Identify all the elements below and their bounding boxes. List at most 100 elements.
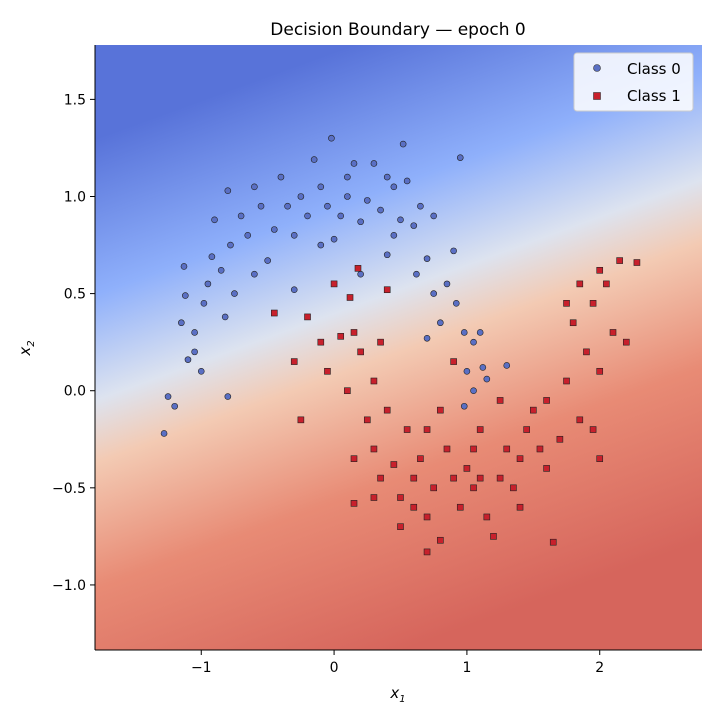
class0-point [324,202,331,210]
class1-point [330,280,338,288]
x-tick-label: 0 [330,660,339,676]
y-tick-label: 1.5 [64,92,86,108]
class0-point [443,280,451,288]
class1-point [403,426,411,433]
class1-point [397,523,404,530]
class1-point [383,406,391,414]
class0-point [277,173,285,181]
x-tick-label: 2 [595,660,604,676]
class0-point [357,218,364,226]
class1-point [470,445,477,453]
class1-point [410,474,418,482]
class1-point [596,455,604,462]
class0-point [417,202,424,210]
class1-point [450,474,457,482]
class0-point [430,290,437,297]
class1-point [350,500,358,507]
y-tick-label: 0.0 [64,384,86,400]
class1-point [589,426,597,433]
y-tick-label: 0.5 [64,287,86,303]
class1-point [596,266,604,274]
class1-point [324,367,331,375]
class0-point [191,348,198,356]
class1-point [616,257,623,264]
class1-point [609,329,617,336]
class1-point [583,348,590,356]
class0-point [399,140,407,148]
class0-point [204,280,212,288]
class0-point [171,402,178,410]
y-axis-label: x2 [16,340,37,356]
class0-point [460,402,468,410]
class1-point [363,416,371,424]
legend-marker-class0 [593,64,601,72]
class0-point [182,292,189,299]
class0-point [423,334,431,342]
class0-point [180,263,188,270]
class1-point [370,377,378,385]
class0-point [284,202,291,210]
class1-point [317,338,325,346]
class0-point [344,193,351,200]
class0-point [456,154,464,161]
class0-point [224,393,232,400]
class0-point [200,300,208,307]
class0-point [178,319,185,327]
class1-point [383,286,391,294]
class1-point [344,387,351,395]
class0-point [337,212,345,220]
class1-point [596,367,604,375]
class0-point [257,202,265,210]
class0-point [390,232,398,239]
class0-point [430,212,437,220]
class1-point [569,319,577,327]
class0-point [317,183,325,191]
class0-point [463,367,471,375]
class1-point [456,503,464,511]
class0-point [377,206,384,214]
class1-point [346,294,354,301]
class1-point [350,329,358,336]
class0-point [370,160,378,167]
decision-surface [95,45,702,650]
class0-point [310,156,318,163]
y-tick-label: −0.5 [52,481,86,497]
class0-point [231,290,238,297]
class0-point [460,329,468,336]
class1-point [603,280,610,288]
class0-point [476,329,484,336]
class1-point [503,445,511,453]
class0-point [221,313,229,321]
class0-point [251,270,258,278]
class1-point [536,445,544,453]
class1-point [633,259,641,266]
x-tick-label: −1 [191,660,212,676]
class0-point [224,187,232,194]
class1-point [350,455,358,462]
class0-point [290,232,298,239]
class0-point [271,226,278,233]
class1-point [423,426,431,433]
class1-point [377,474,384,482]
class1-point [377,338,384,346]
class1-point [563,377,570,385]
class0-point [290,286,298,294]
class1-point [483,513,491,521]
class0-point [217,266,225,274]
class1-point [523,426,530,433]
class0-point [452,300,460,307]
class0-point [330,235,338,243]
class0-point [350,160,358,167]
x-axis-label: x1 [389,684,405,705]
class1-point [549,538,557,546]
class1-point [470,484,477,492]
class1-point [543,465,550,472]
class0-point [437,319,444,327]
class1-point [563,300,570,307]
class0-point [304,212,311,220]
class1-point [370,494,378,501]
class0-point [503,362,511,369]
class1-point [370,445,378,453]
class0-point [251,183,258,191]
class1-point [530,406,537,414]
